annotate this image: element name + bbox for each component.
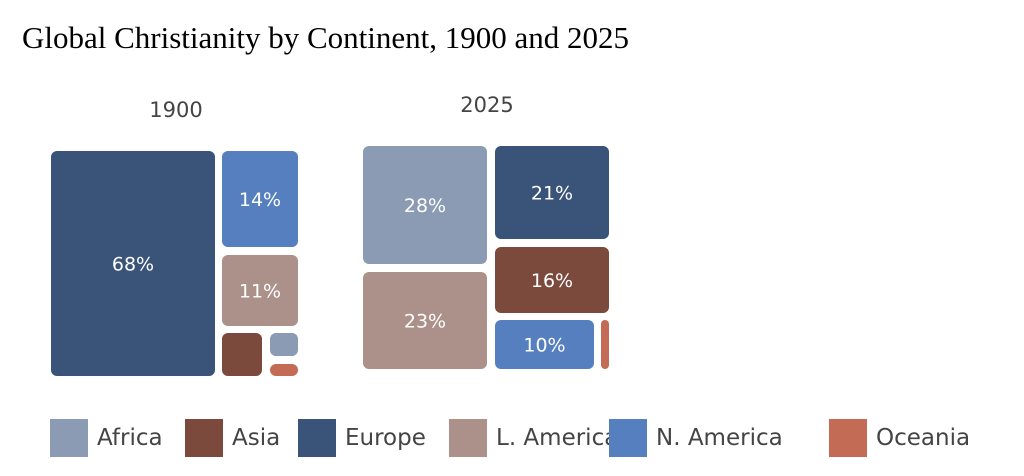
tile-2025-l-america — [363, 272, 487, 369]
tile-label-2025-europe: 21% — [531, 183, 573, 205]
legend-label-africa: Africa — [97, 425, 163, 451]
tile-1900-europe — [51, 151, 215, 376]
tile-2025-africa — [363, 146, 487, 264]
legend-swatch-n-america — [609, 419, 647, 457]
tile-label-2025-n-america: 10% — [523, 335, 565, 357]
legend-item-africa: Africa — [50, 419, 163, 457]
tile-1900-asia — [222, 333, 262, 376]
legend-label-l-america: L. America — [496, 425, 619, 451]
tile-2025-n-america — [495, 320, 594, 369]
tile-1900-l-america — [222, 255, 298, 326]
legend-swatch-europe — [298, 419, 336, 457]
tile-1900-africa — [270, 333, 298, 356]
tile-label-1900-europe: 68% — [112, 254, 154, 276]
tile-2025-asia — [495, 247, 609, 313]
tile-2025-europe — [495, 146, 609, 239]
legend-item-oceania: Oceania — [829, 419, 970, 457]
legend-label-n-america: N. America — [656, 425, 783, 451]
chart-title: Global Christianity by Continent, 1900 a… — [22, 20, 630, 55]
tile-1900-oceania — [270, 364, 298, 376]
legend-swatch-asia — [185, 419, 223, 457]
legend-item-n-america: N. America — [609, 419, 783, 457]
panel-year-2025: 2025 — [460, 93, 514, 117]
legend-swatch-africa — [50, 419, 88, 457]
tile-label-2025-africa: 28% — [404, 195, 446, 217]
tile-2025-oceania — [601, 320, 609, 369]
legend-item-asia: Asia — [185, 419, 280, 457]
legend-label-asia: Asia — [232, 425, 281, 451]
legend-item-l-america: L. America — [449, 419, 618, 457]
panel-year-1900: 1900 — [149, 98, 203, 122]
tile-label-2025-l-america: 23% — [404, 311, 446, 333]
tile-label-1900-n-america: 14% — [239, 189, 281, 211]
tile-label-2025-asia: 16% — [531, 270, 573, 292]
legend-swatch-oceania — [829, 419, 867, 457]
tile-label-1900-l-america: 11% — [239, 281, 281, 303]
legend-item-europe: Europe — [298, 419, 426, 457]
legend-label-europe: Europe — [345, 425, 426, 451]
legend-swatch-l-america — [449, 419, 487, 457]
tile-1900-n-america — [222, 151, 298, 247]
legend-label-oceania: Oceania — [876, 425, 971, 451]
